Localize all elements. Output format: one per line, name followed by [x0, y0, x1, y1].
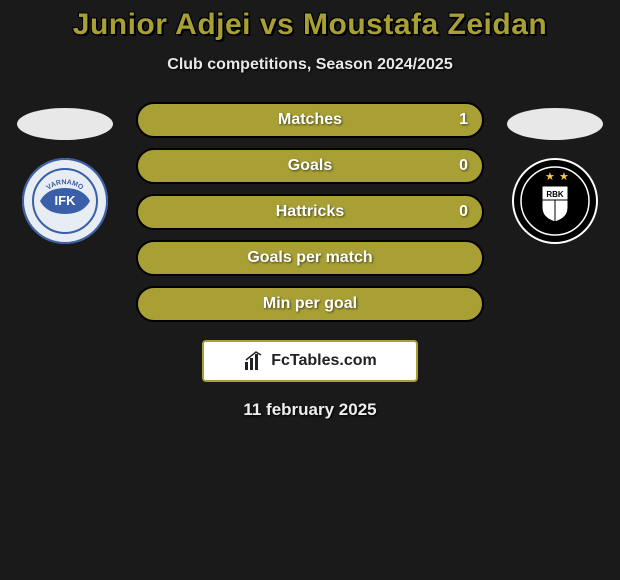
svg-text:RBK: RBK [546, 190, 564, 199]
stat-label: Goals [288, 157, 332, 175]
club-badge-right: ★ ★ RBK [512, 158, 598, 244]
club-badge-left: IFK VARNAMO [22, 158, 108, 244]
stats-area: IFK VARNAMO Matches 1 Goals 0 Hattricks [0, 102, 620, 322]
stats-column: Matches 1 Goals 0 Hattricks 0 Goals per … [136, 102, 484, 322]
site-name: FcTables.com [271, 352, 377, 370]
stat-row-min-per-goal: Min per goal [136, 286, 484, 322]
svg-text:★: ★ [545, 171, 555, 183]
subtitle: Club competitions, Season 2024/2025 [0, 56, 620, 74]
player-right: ★ ★ RBK [502, 102, 608, 244]
svg-text:IFK: IFK [55, 193, 77, 208]
svg-text:★: ★ [559, 171, 569, 183]
chart-icon [243, 350, 265, 372]
stat-value-right: 1 [459, 111, 468, 129]
stat-row-hattricks: Hattricks 0 [136, 194, 484, 230]
rbk-badge-icon: ★ ★ RBK [512, 158, 598, 244]
player-photo-placeholder [17, 108, 113, 140]
infographic-container: Junior Adjei vs Moustafa Zeidan Club com… [0, 0, 620, 420]
stat-value-right: 0 [459, 203, 468, 221]
player-left: IFK VARNAMO [12, 102, 118, 244]
stat-row-goals: Goals 0 [136, 148, 484, 184]
date-text: 11 february 2025 [0, 400, 620, 420]
ifk-badge-icon: IFK VARNAMO [22, 158, 108, 244]
stat-label: Goals per match [247, 249, 372, 267]
stat-row-matches: Matches 1 [136, 102, 484, 138]
page-title: Junior Adjei vs Moustafa Zeidan [0, 8, 620, 42]
stat-label: Hattricks [276, 203, 344, 221]
site-logo[interactable]: FcTables.com [202, 340, 418, 382]
stat-label: Matches [278, 111, 342, 129]
stat-row-goals-per-match: Goals per match [136, 240, 484, 276]
stat-value-right: 0 [459, 157, 468, 175]
player-photo-placeholder [507, 108, 603, 140]
stat-label: Min per goal [263, 295, 357, 313]
